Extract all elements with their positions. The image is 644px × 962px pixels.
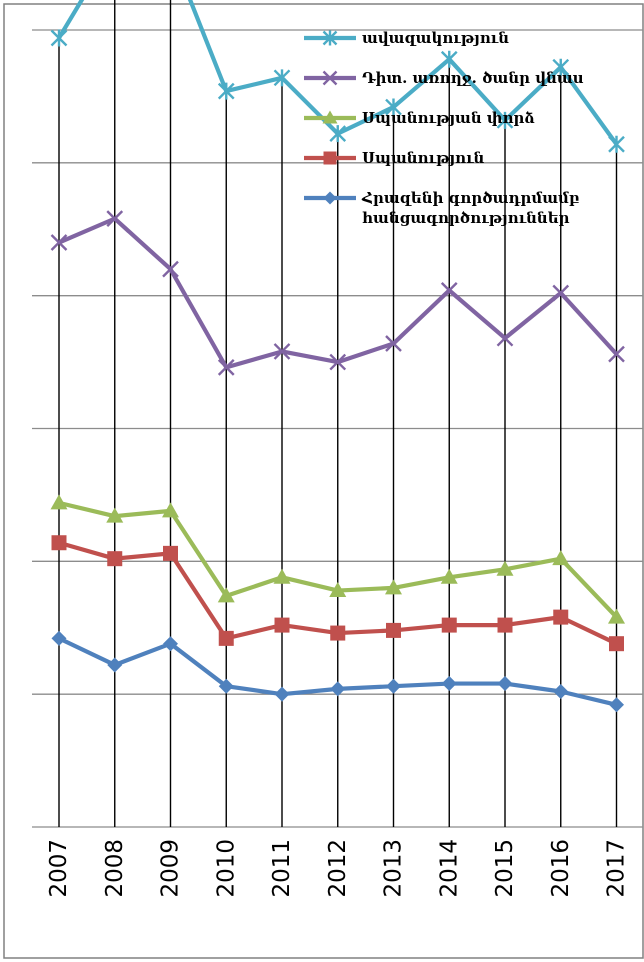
data-point bbox=[608, 135, 625, 153]
data-point bbox=[496, 329, 514, 347]
data-point bbox=[552, 58, 570, 76]
data-point bbox=[440, 50, 458, 68]
data-point bbox=[497, 676, 513, 692]
data-point bbox=[323, 151, 337, 165]
x-tick-label: 2017 bbox=[604, 839, 630, 898]
data-point bbox=[273, 568, 291, 584]
data-point bbox=[441, 617, 457, 633]
data-point bbox=[50, 234, 68, 251]
data-point bbox=[385, 335, 402, 352]
x-tick-label: 2014 bbox=[436, 839, 462, 898]
data-point bbox=[217, 82, 235, 100]
data-point bbox=[330, 625, 346, 641]
x-axis-ticks: 2007 2008 2009 2010 2011 2012 2013 2014 2015 2016… bbox=[46, 839, 630, 898]
series-group bbox=[51, 630, 624, 713]
data-point bbox=[274, 686, 290, 702]
data-point bbox=[323, 191, 337, 205]
data-point bbox=[553, 684, 569, 700]
x-tick-label: 2012 bbox=[325, 839, 351, 898]
legend-item: Հրազենի գործադրմամբ հանցագործություններ bbox=[304, 189, 579, 227]
legend-label: հանցագործություններ bbox=[362, 209, 570, 227]
data-point bbox=[273, 343, 291, 360]
data-point bbox=[107, 551, 123, 567]
data-point bbox=[553, 609, 569, 625]
data-point bbox=[163, 636, 178, 652]
data-point bbox=[440, 282, 458, 299]
data-point bbox=[273, 69, 291, 87]
legend-item: Սպանություն bbox=[304, 149, 485, 167]
data-point bbox=[107, 657, 123, 673]
legend-item: Սպանության փորձ bbox=[304, 109, 535, 127]
legend-item: Դիտ. առողջ. ծանր վնաս bbox=[304, 69, 584, 87]
data-point bbox=[322, 110, 338, 124]
data-point bbox=[322, 70, 338, 86]
data-point bbox=[322, 30, 338, 46]
x-tick-label: 2010 bbox=[213, 839, 239, 898]
data-point bbox=[218, 678, 234, 694]
series-group bbox=[50, 494, 625, 624]
x-tick-label: 2015 bbox=[492, 839, 518, 898]
legend-label: Սպանություն bbox=[362, 149, 485, 167]
data-point bbox=[162, 502, 179, 518]
data-point bbox=[51, 535, 67, 551]
data-point bbox=[274, 617, 290, 633]
legend-label: Սպանության փորձ bbox=[362, 109, 535, 127]
data-point bbox=[217, 359, 235, 376]
x-tick-label: 2016 bbox=[548, 839, 574, 898]
data-point bbox=[385, 579, 402, 595]
data-point bbox=[218, 630, 234, 646]
data-point bbox=[50, 494, 68, 510]
data-point bbox=[385, 98, 402, 116]
data-point bbox=[329, 353, 347, 371]
x-tick-label: 2011 bbox=[269, 839, 295, 898]
data-point bbox=[552, 550, 570, 566]
data-point bbox=[217, 587, 235, 603]
data-point bbox=[608, 345, 625, 363]
data-point bbox=[609, 636, 624, 652]
data-point bbox=[106, 210, 124, 227]
drop-lines bbox=[58, 0, 618, 827]
data-point bbox=[497, 617, 513, 633]
series-group bbox=[50, 210, 625, 376]
legend-label: ավազակություն bbox=[362, 29, 509, 47]
data-point bbox=[496, 111, 514, 129]
x-tick-label: 2009 bbox=[158, 839, 184, 898]
data-point bbox=[106, 507, 124, 523]
data-point bbox=[50, 29, 68, 47]
legend-item: ավազակություն bbox=[304, 29, 509, 47]
data-point bbox=[386, 622, 401, 638]
series-group bbox=[51, 535, 624, 652]
data-point bbox=[440, 568, 458, 584]
x-tick-label: 2013 bbox=[381, 839, 407, 898]
data-point bbox=[162, 260, 179, 278]
data-point bbox=[330, 681, 346, 697]
legend-label: Հրազենի գործադրմամբ bbox=[361, 189, 579, 207]
x-tick-label: 2007 bbox=[46, 839, 72, 898]
data-point bbox=[329, 125, 347, 143]
data-point bbox=[51, 630, 67, 646]
data-point bbox=[329, 582, 347, 598]
data-point bbox=[386, 678, 401, 694]
data-point bbox=[608, 608, 625, 624]
data-point bbox=[552, 284, 570, 302]
legend-label: Դիտ. առողջ. ծանր վնաս bbox=[362, 69, 584, 87]
series-group bbox=[50, 0, 625, 153]
legend: ավազակություն Դիտ. առողջ. ծանր վնաս Սպանու… bbox=[304, 29, 584, 227]
x-tick-label: 2008 bbox=[102, 839, 128, 898]
data-point bbox=[496, 560, 514, 576]
data-point bbox=[163, 545, 178, 561]
data-point bbox=[609, 697, 624, 713]
data-point bbox=[441, 676, 457, 692]
chart-border bbox=[3, 3, 644, 959]
